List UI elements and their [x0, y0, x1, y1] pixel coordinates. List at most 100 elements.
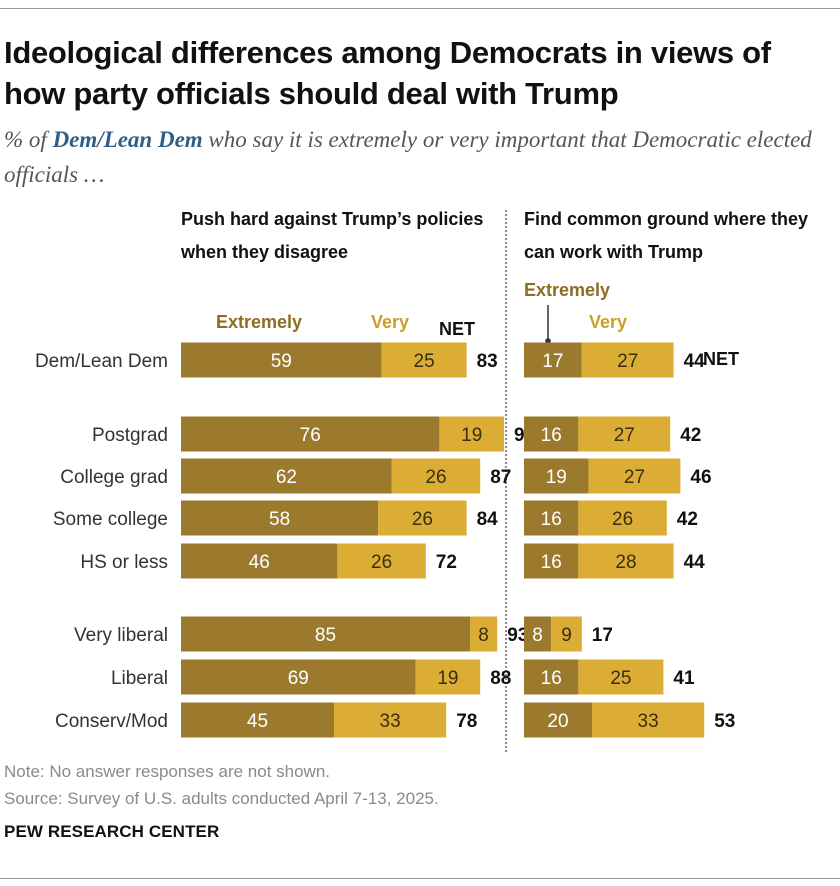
category-label: Some college: [53, 509, 168, 530]
bar-extremely-label: 69: [288, 668, 309, 689]
bar-extremely: [524, 543, 579, 579]
legend-extremely-right: Extremely: [524, 280, 611, 300]
net-label: 44: [684, 552, 706, 573]
bar-very: [578, 543, 674, 579]
subtitle-highlight: Dem/Lean Dem: [52, 127, 203, 152]
subtitle-suffix: who say it is extremely or very importan…: [4, 127, 812, 187]
bar-extremely-label: 85: [315, 625, 336, 646]
bar-very-label: 8: [478, 625, 489, 646]
net-label: 93: [507, 625, 528, 646]
bar-very-label: 27: [617, 351, 638, 372]
bar-very: [592, 702, 705, 738]
bar-very: [337, 543, 426, 579]
bar-extremely: [181, 342, 382, 378]
net-label: 41: [673, 668, 695, 689]
bar-extremely: [181, 543, 338, 579]
net-label: 83: [477, 351, 498, 372]
bar-very-label: 26: [412, 509, 433, 530]
right-panel-title: Find common ground where they can work w…: [524, 209, 809, 262]
bar-extremely-label: 76: [300, 425, 321, 446]
bar-very: [391, 458, 481, 494]
chart-subtitle: % of Dem/Lean Dem who say it is extremel…: [4, 122, 824, 192]
bar-very-label: 26: [425, 467, 446, 488]
bar-very-label: 28: [615, 552, 636, 573]
category-label: Liberal: [111, 668, 168, 689]
bar-very: [470, 616, 498, 652]
net-label: 78: [456, 711, 477, 732]
bar-very-label: 19: [437, 668, 458, 689]
note-text: Note: No answer responses are not shown.: [4, 762, 331, 781]
bar-very: [439, 416, 504, 452]
bar-very: [381, 342, 467, 378]
chart-title: Ideological differences among Democrats …: [4, 35, 771, 111]
bar-extremely: [181, 702, 334, 738]
net-label: 42: [677, 509, 698, 530]
bar-very: [578, 416, 671, 452]
bar-extremely-label: 8: [532, 625, 543, 646]
bar-very: [588, 458, 681, 494]
bar-extremely: [181, 416, 440, 452]
legend-net-right: NET: [703, 349, 739, 369]
bar-very: [551, 616, 582, 652]
bar-extremely-label: 59: [271, 351, 292, 372]
bar-extremely-label: 20: [547, 711, 568, 732]
bars-group: Dem/Lean Dem Postgrad College grad Some col…: [35, 342, 735, 738]
bar-extremely: [181, 500, 379, 536]
bar-very-label: 33: [638, 711, 659, 732]
net-label: 44: [684, 351, 706, 372]
net-label: 84: [477, 509, 499, 530]
legend-very-right: Very: [589, 312, 628, 332]
bar-extremely-label: 16: [541, 509, 562, 530]
bar-extremely: [524, 458, 589, 494]
bar-very: [578, 500, 667, 536]
bar-extremely-label: 45: [247, 711, 268, 732]
bar-extremely: [524, 659, 579, 695]
bar-extremely-label: 16: [541, 668, 562, 689]
bar-very: [578, 659, 664, 695]
net-label: 17: [592, 625, 613, 646]
net-label: 53: [714, 711, 735, 732]
top-rule: [0, 8, 840, 9]
bar-extremely-label: 19: [546, 467, 567, 488]
bar-extremely: [181, 659, 416, 695]
bar-very: [334, 702, 447, 738]
bar-extremely-label: 17: [542, 351, 563, 372]
bar-extremely-label: 62: [276, 467, 297, 488]
net-label: 46: [690, 467, 711, 488]
bottom-rule: [0, 878, 840, 879]
bar-very-label: 25: [414, 351, 435, 372]
left-panel-title: Push hard against Trump’s policies when …: [181, 209, 484, 262]
net-label: 72: [436, 552, 457, 573]
legend-leader-dot: [545, 338, 551, 344]
bar-very: [415, 659, 481, 695]
bar-very-label: 19: [461, 425, 482, 446]
category-label: Very liberal: [74, 625, 168, 646]
bar-extremely-label: 16: [541, 425, 562, 446]
panel-divider: [505, 210, 507, 752]
legend-very-left: Very: [371, 312, 410, 332]
category-label: HS or less: [80, 552, 168, 573]
subtitle-prefix: % of: [4, 127, 53, 152]
bar-very-label: 33: [380, 711, 401, 732]
bar-extremely: [524, 500, 579, 536]
category-label: College grad: [60, 467, 168, 488]
bar-very-label: 26: [612, 509, 633, 530]
bar-extremely: [524, 702, 592, 738]
legend-extremely-left: Extremely: [216, 312, 303, 332]
bar-extremely: [181, 458, 392, 494]
bar-very-label: 9: [561, 625, 572, 646]
bar-extremely-label: 16: [541, 552, 562, 573]
bar-very-label: 26: [371, 552, 392, 573]
bar-very-label: 27: [624, 467, 645, 488]
brand-logo-text: PEW RESEARCH CENTER: [4, 822, 220, 841]
bar-extremely-label: 58: [269, 509, 290, 530]
net-label: 88: [490, 668, 511, 689]
net-label: 42: [680, 425, 701, 446]
bar-very: [581, 342, 674, 378]
bar-extremely: [524, 616, 552, 652]
source-text: Source: Survey of U.S. adults conducted …: [4, 789, 439, 808]
category-label: Postgrad: [92, 425, 168, 446]
bar-very-label: 27: [614, 425, 635, 446]
category-label: Dem/Lean Dem: [35, 351, 168, 372]
